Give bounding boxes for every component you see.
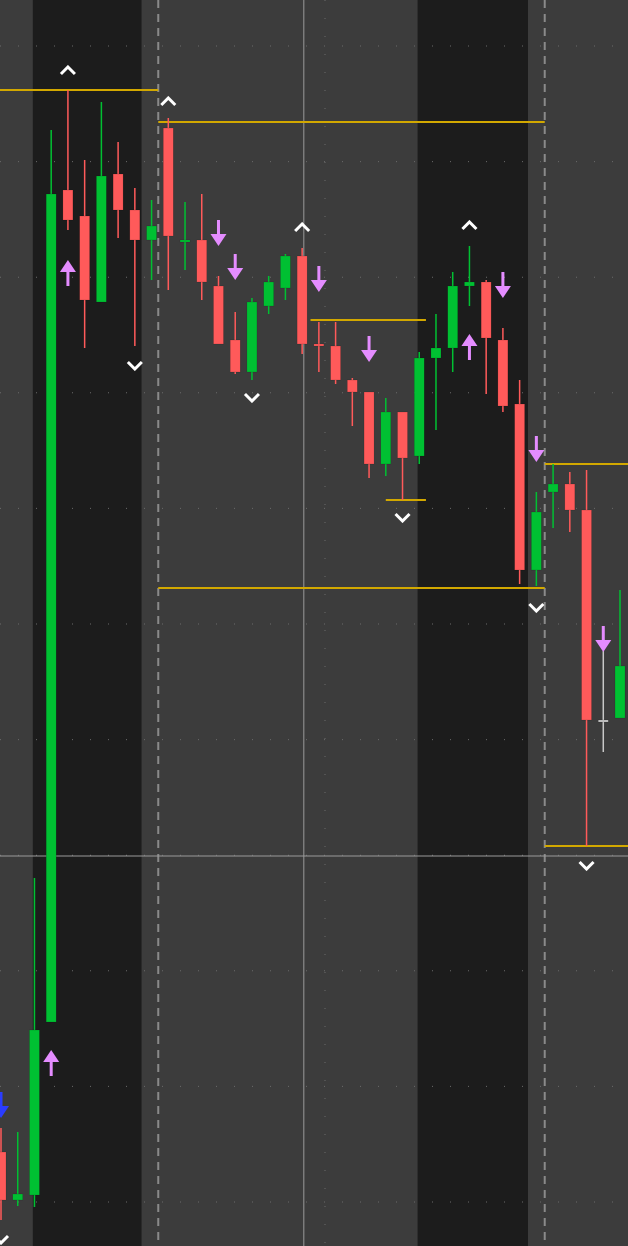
candle-body — [614, 665, 626, 719]
candle-body — [414, 357, 425, 457]
buy-arrow-icon-shaft — [467, 344, 471, 360]
swing-high-caret-icon — [59, 64, 76, 76]
candle-body — [380, 411, 392, 465]
candle-body — [347, 379, 358, 393]
swing-low-chevron-icon — [528, 602, 545, 614]
buy-arrow-icon-shaft — [66, 270, 70, 286]
candle-body — [179, 239, 191, 243]
candle-body — [229, 339, 241, 373]
swing-low-chevron-icon — [243, 392, 261, 404]
sell-arrow-icon-shaft — [501, 272, 505, 288]
candle-body — [146, 225, 157, 241]
candle-body — [263, 281, 274, 307]
sell-arrow-icon-shaft — [601, 626, 605, 642]
candle-body — [330, 345, 341, 381]
candle-body — [29, 1029, 40, 1196]
buy-arrow-icon — [43, 1050, 60, 1062]
swing-low-chevron-icon — [126, 360, 143, 372]
sell-arrow-icon-shaft — [233, 254, 237, 270]
sell-arrow-icon — [210, 234, 227, 246]
candle-body — [0, 1151, 7, 1201]
candle-body — [246, 301, 258, 373]
swing-high-caret-icon — [294, 221, 311, 233]
candle-body — [96, 175, 107, 303]
candle-body — [280, 255, 291, 289]
buy-arrow-icon-shaft — [49, 1060, 53, 1076]
candle-body — [79, 215, 90, 301]
sell-arrow-icon — [595, 640, 612, 652]
candle-body — [196, 239, 208, 283]
candle-body — [447, 285, 458, 349]
candle-body — [129, 209, 141, 241]
candle-body — [363, 391, 375, 465]
sell-arrow-icon-shaft — [534, 436, 538, 452]
candle-body — [296, 255, 308, 345]
candle-body — [313, 343, 325, 347]
sell-arrow-icon — [227, 268, 244, 280]
sell-arrow-icon-shaft — [367, 336, 371, 352]
sell-arrow-icon-shaft — [317, 266, 321, 282]
candle-body — [112, 173, 124, 211]
candle-body — [598, 719, 609, 723]
sell-arrow-icon — [528, 450, 545, 462]
candle-body — [464, 281, 475, 287]
sell-arrow-icon-shaft — [216, 220, 220, 236]
session-band — [417, 0, 528, 1246]
candle-body — [430, 347, 442, 359]
buy-arrow-icon — [461, 334, 478, 346]
candle-body — [163, 127, 174, 237]
candle-body — [480, 281, 492, 339]
buy-arrow-icon — [59, 260, 76, 272]
candle-body — [547, 483, 559, 493]
candle-body — [62, 189, 74, 221]
sell-arrow-icon — [361, 350, 378, 362]
candle-body — [514, 403, 525, 571]
candle-body — [497, 339, 509, 407]
candle-body — [564, 483, 576, 511]
candle-body — [531, 511, 542, 571]
swing-high-caret-icon — [461, 219, 478, 231]
sell-arrow-icon — [494, 286, 511, 298]
swing-low-chevron-icon — [578, 860, 595, 872]
candle-body — [12, 1193, 23, 1201]
swing-high-caret-icon — [160, 95, 177, 107]
swing-low-chevron-icon — [0, 1234, 10, 1246]
swing-low-chevron-icon — [394, 512, 411, 524]
candle-body — [45, 193, 57, 1023]
alt-sell-arrow-icon-shaft — [0, 1092, 3, 1108]
candle-body — [213, 285, 224, 345]
sell-arrow-icon — [310, 280, 327, 292]
candle-body — [581, 509, 592, 721]
candle-body — [397, 411, 408, 459]
alt-sell-arrow-icon — [0, 1106, 9, 1118]
